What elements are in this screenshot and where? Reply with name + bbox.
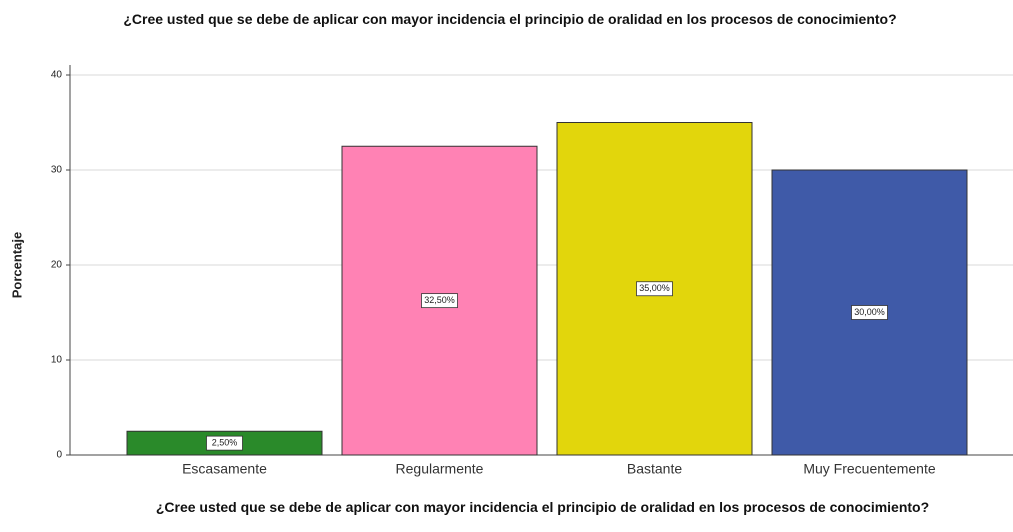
plot: Porcentaje 0 10 20 30 40 Escasamente 2,50% Regu… bbox=[9, 65, 1013, 477]
y-tick-label: 0 bbox=[56, 450, 62, 461]
y-tick-label: 20 bbox=[51, 260, 63, 271]
y-tick-label: 30 bbox=[51, 165, 63, 176]
x-tick-label: Muy Frecuentemente bbox=[803, 461, 935, 477]
value-label-box bbox=[206, 435, 243, 451]
value-label: 32,50% bbox=[424, 295, 455, 305]
value-label: 2,50% bbox=[212, 438, 238, 448]
x-tick-label: Bastante bbox=[627, 461, 682, 477]
x-axis-label: ¿Cree usted que se debe de aplicar con m… bbox=[155, 499, 930, 515]
y-tick-label: 10 bbox=[51, 355, 63, 366]
x-tick-label: Escasamente bbox=[182, 461, 267, 477]
value-label-box bbox=[636, 281, 673, 297]
value-label-box bbox=[421, 293, 458, 309]
value-label: 30,00% bbox=[854, 307, 885, 317]
x-tick-label: Regularmente bbox=[396, 461, 484, 477]
y-tick-label: 40 bbox=[51, 70, 63, 81]
value-label: 35,00% bbox=[639, 283, 670, 293]
y-axis-label: Porcentaje bbox=[9, 232, 24, 298]
value-label-box bbox=[851, 305, 888, 320]
chart-title: ¿Cree usted que se debe de aplicar con m… bbox=[123, 11, 897, 27]
